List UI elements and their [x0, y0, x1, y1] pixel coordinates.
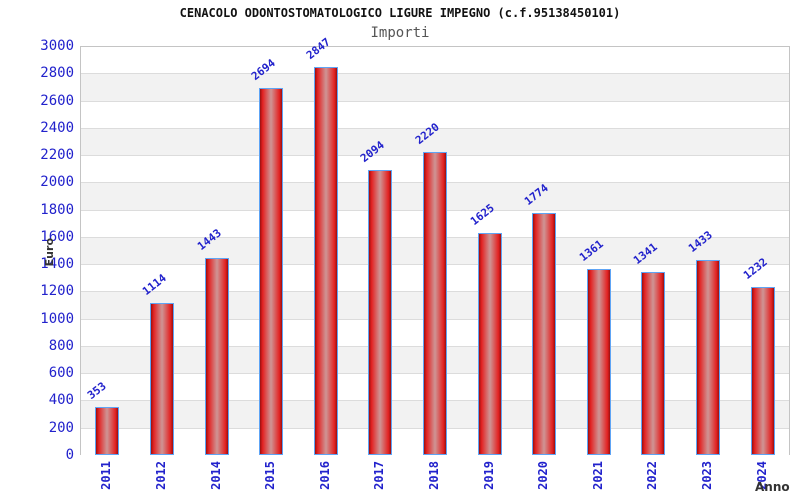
y-tick-label: 2000	[40, 174, 74, 191]
y-tick-label: 3000	[40, 38, 74, 54]
x-tick-label: 2018	[427, 461, 441, 490]
bar	[641, 272, 666, 455]
y-tick-label: 1000	[40, 310, 74, 327]
chart-subtitle: Importi	[370, 25, 430, 41]
x-tick-label: 2019	[481, 461, 496, 490]
y-tick-label: 600	[48, 365, 74, 382]
y-tick-label: 1800	[40, 201, 74, 218]
x-tick-label: 2014	[208, 461, 223, 490]
y-tick-label: 1400	[40, 256, 74, 273]
x-tick-label: 2011	[99, 461, 114, 490]
y-tick-label: 2400	[40, 119, 74, 136]
x-tick-label: 2023	[700, 461, 715, 490]
y-tick-label: 2200	[40, 147, 74, 164]
bar	[204, 258, 229, 455]
x-tick-label: 2020	[536, 461, 551, 490]
chart-title: CENACOLO ODONTOSTOMATOLOGICO LIGURE IMPE…	[179, 6, 621, 20]
y-tick-label: 400	[48, 392, 74, 409]
bar	[696, 259, 721, 455]
bar	[313, 66, 338, 455]
y-tick-label: 200	[48, 419, 74, 436]
x-tick-label: 2015	[263, 461, 278, 490]
x-tick-label: 2016	[317, 461, 332, 490]
gridline	[81, 73, 789, 75]
x-tick-label: 2017	[372, 461, 387, 490]
x-tick-label: 2012	[153, 461, 168, 490]
bar	[477, 233, 502, 455]
y-tick-label: 800	[48, 337, 74, 354]
y-axis-title: Euro	[43, 238, 56, 267]
bar	[586, 269, 611, 455]
gridline	[81, 100, 789, 102]
x-tick-label: 2021	[590, 461, 605, 490]
x-tick-label: 2022	[645, 461, 660, 490]
y-tick-label: 0	[65, 447, 74, 463]
bar	[95, 406, 120, 455]
x-axis-title: Anno	[755, 480, 790, 494]
y-tick-label: 1600	[40, 228, 74, 245]
y-tick-label: 2800	[40, 65, 74, 82]
y-tick-label: 1200	[40, 283, 74, 300]
plot-band	[81, 47, 789, 75]
bar	[149, 303, 174, 455]
plot-band	[81, 128, 789, 157]
bar	[423, 152, 447, 455]
bar	[750, 287, 775, 455]
plot-band	[81, 101, 789, 129]
plot-band	[81, 74, 789, 102]
y-tick-label: 2600	[40, 92, 74, 109]
gridline	[81, 127, 789, 129]
bar	[532, 213, 557, 455]
bar	[259, 87, 284, 455]
bar	[368, 169, 393, 455]
